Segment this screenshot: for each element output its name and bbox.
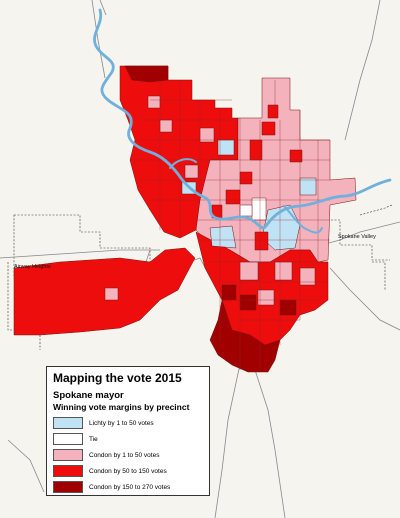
legend-swatch: [53, 465, 83, 477]
legend-label: Lichty by 1 to 50 votes: [89, 419, 154, 427]
legend-label: Condon by 1 to 50 votes: [89, 451, 160, 459]
legend-items: Lichty by 1 to 50 votes Tie Condon by 1 to…: [53, 416, 203, 494]
legend-swatch: [53, 417, 83, 429]
precinct-lines: [130, 80, 330, 372]
tie-precinct-2: [239, 204, 253, 217]
legend-subtitle-margins: Winning vote margins by precinct: [53, 402, 190, 412]
legend-title: Mapping the vote 2015: [53, 371, 182, 385]
legend-item: Condon by 1 to 50 votes: [53, 448, 203, 462]
place-airway-heights: Airway Heights: [14, 264, 51, 270]
map-legend: Mapping the vote 2015 Spokane mayor Winn…: [46, 366, 210, 496]
west-red-region: [13, 247, 196, 336]
legend-item: Tie: [53, 432, 203, 446]
tie-precinct-1: [251, 197, 267, 221]
legend-swatch: [53, 433, 83, 445]
place-spokane-valley: Spokane Valley: [338, 234, 376, 240]
legend-swatch: [53, 481, 83, 493]
legend-label: Tie: [89, 435, 98, 443]
lichty-precinct-2: [209, 225, 237, 249]
legend-item: Condon by 150 to 270 votes: [53, 480, 203, 494]
lichty-precinct-3: [217, 139, 235, 156]
legend-label: Condon by 150 to 270 votes: [89, 483, 171, 491]
south-dark-region: [209, 299, 281, 373]
lichty-precinct-4: [299, 177, 317, 196]
legend-item: Condon by 50 to 150 votes: [53, 464, 203, 478]
north-dark-region: [124, 65, 169, 83]
legend-subtitle: Spokane mayor: [53, 390, 124, 401]
legend-item: Lichty by 1 to 50 votes: [53, 416, 203, 430]
spokane-river: [93, 8, 392, 234]
legend-label: Condon by 50 to 150 votes: [89, 467, 167, 475]
legend-swatch: [53, 449, 83, 461]
